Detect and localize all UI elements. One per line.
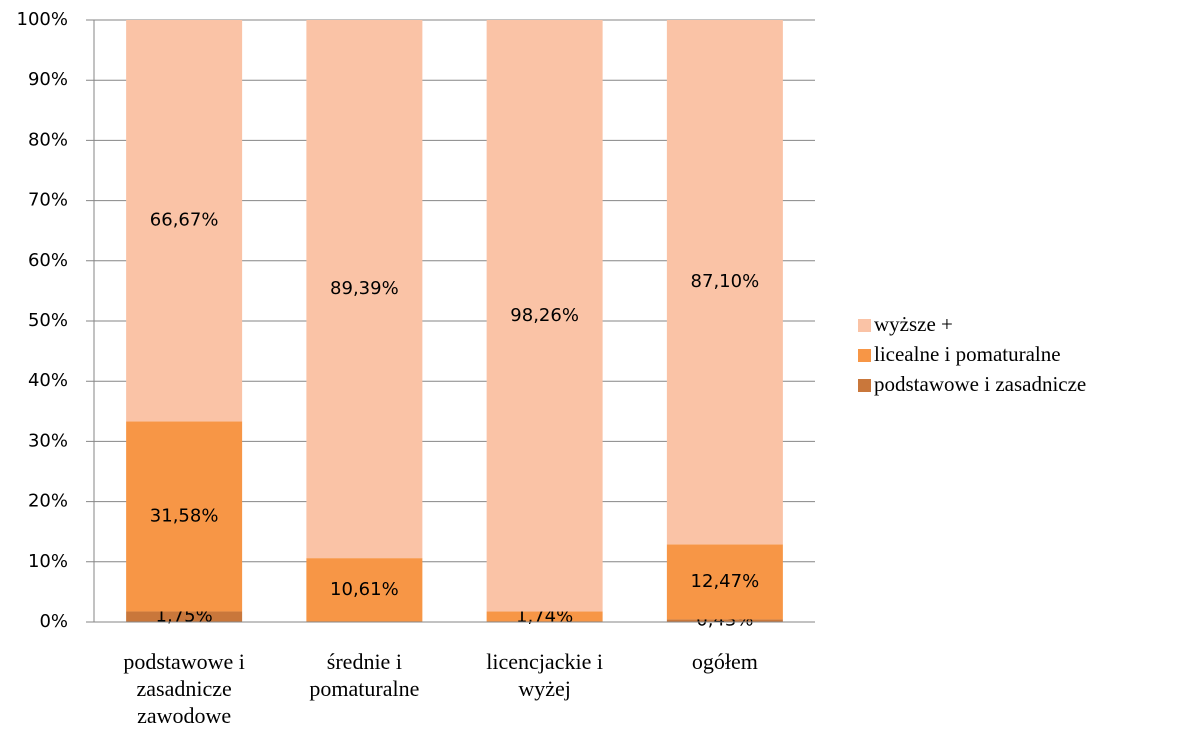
y-tick-label: 60% (28, 250, 68, 271)
legend-label: licealne i pomaturalne (874, 342, 1061, 366)
y-tick-label: 100% (17, 9, 68, 30)
y-tick-label: 0% (39, 611, 68, 632)
bar-segment (666, 544, 783, 620)
y-tick-label: 20% (28, 491, 68, 512)
bar-segment (306, 558, 423, 622)
bar-segment (666, 619, 783, 622)
data-label: 31,58% (150, 505, 219, 526)
bar-segment (126, 20, 243, 422)
data-label: 98,26% (510, 305, 579, 326)
y-tick-label: 70% (28, 190, 68, 211)
data-label: 66,67% (150, 210, 219, 231)
bar-segment (666, 20, 783, 545)
y-tick-label: 50% (28, 310, 68, 331)
data-label: 89,39% (330, 278, 399, 299)
legend-swatch (858, 349, 871, 362)
legend-swatch (858, 379, 871, 392)
y-tick-label: 90% (28, 69, 68, 90)
bar-segment (306, 20, 423, 559)
legend-label: wyższe + (874, 312, 953, 336)
bar-segment (126, 611, 243, 622)
y-tick-label: 80% (28, 129, 68, 150)
data-label: 10,61% (330, 579, 399, 600)
legend-swatch (858, 319, 871, 332)
y-tick-label: 10% (28, 551, 68, 572)
x-tick-label: licencjackie i wyżej (486, 649, 603, 701)
legend-label: podstawowe i zasadnicze (874, 372, 1086, 396)
x-tick-label: ogółem (691, 649, 758, 674)
x-tick-label: podstawowe i zasadnicze zawodowe (123, 649, 245, 728)
bar-segment (126, 421, 243, 612)
data-label: 12,47% (691, 571, 760, 592)
bar-segment (486, 20, 603, 612)
x-tick-label: średnie i pomaturalne (309, 649, 420, 701)
y-tick-label: 40% (28, 370, 68, 391)
y-tick-label: 30% (28, 430, 68, 451)
data-label: 87,10% (691, 271, 760, 292)
bar-segment (486, 611, 603, 622)
